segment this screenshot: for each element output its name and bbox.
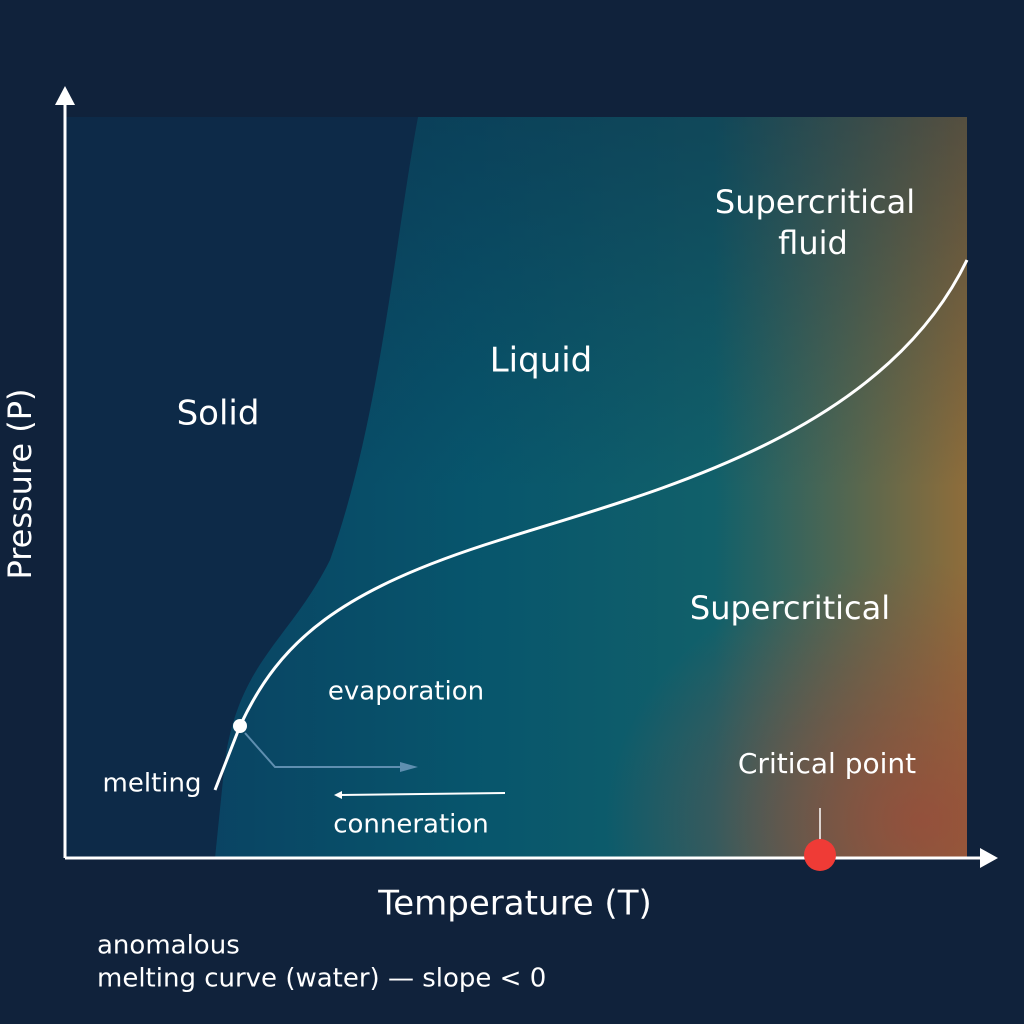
region-label: Solid (177, 394, 260, 434)
y-axis-label: Pressure (P) (1, 388, 39, 579)
note: melting curve (water) — slope < 0 (97, 964, 546, 994)
region-label: Supercritical (715, 183, 915, 221)
triple-point (233, 719, 247, 733)
evaporation-arrow (244, 732, 410, 768)
condensation-arrow (339, 792, 506, 796)
note: anomalous (97, 931, 240, 961)
evaporation-arrow-head (400, 762, 418, 772)
annotation: conneration (333, 810, 489, 840)
critical-point (804, 839, 836, 871)
x-axis-label: Temperature (T) (377, 884, 651, 924)
solid-region (65, 117, 418, 858)
annotation: Critical point (738, 747, 916, 780)
annotation: melting (103, 769, 202, 799)
phase-boundary (213, 259, 969, 791)
condensation-arrow-head (334, 791, 342, 799)
annotation: evaporation (328, 677, 484, 707)
region-label: Liquid (490, 341, 593, 381)
x-axis-arrow (980, 848, 998, 868)
region-label: Supercritical (690, 589, 890, 627)
y-axis-arrow (55, 86, 75, 105)
region-label: fluid (778, 224, 848, 262)
